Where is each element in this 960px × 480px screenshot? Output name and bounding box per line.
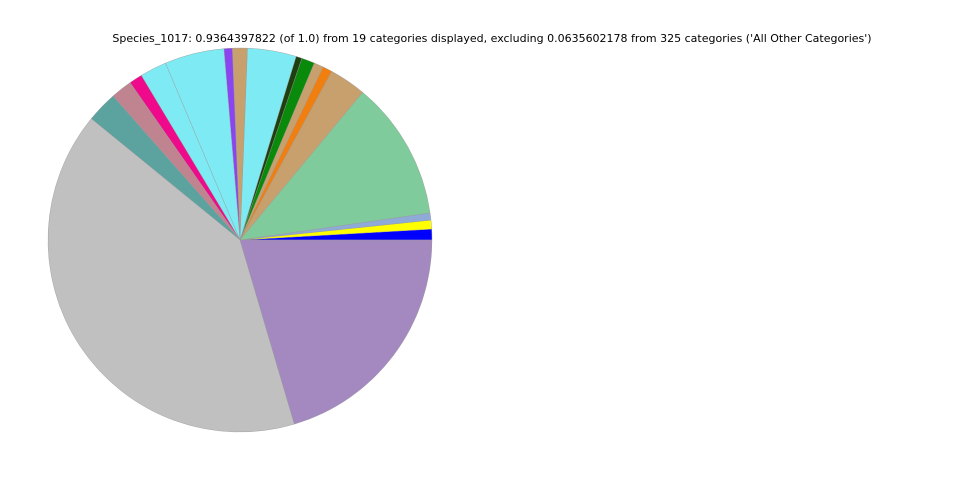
pie-slice [239, 92, 431, 241]
pie-slice [47, 118, 295, 433]
pie-slice [239, 239, 433, 425]
chart-title: Species_1017: 0.9364397822 (of 1.0) from… [112, 32, 871, 45]
pie [47, 47, 433, 433]
